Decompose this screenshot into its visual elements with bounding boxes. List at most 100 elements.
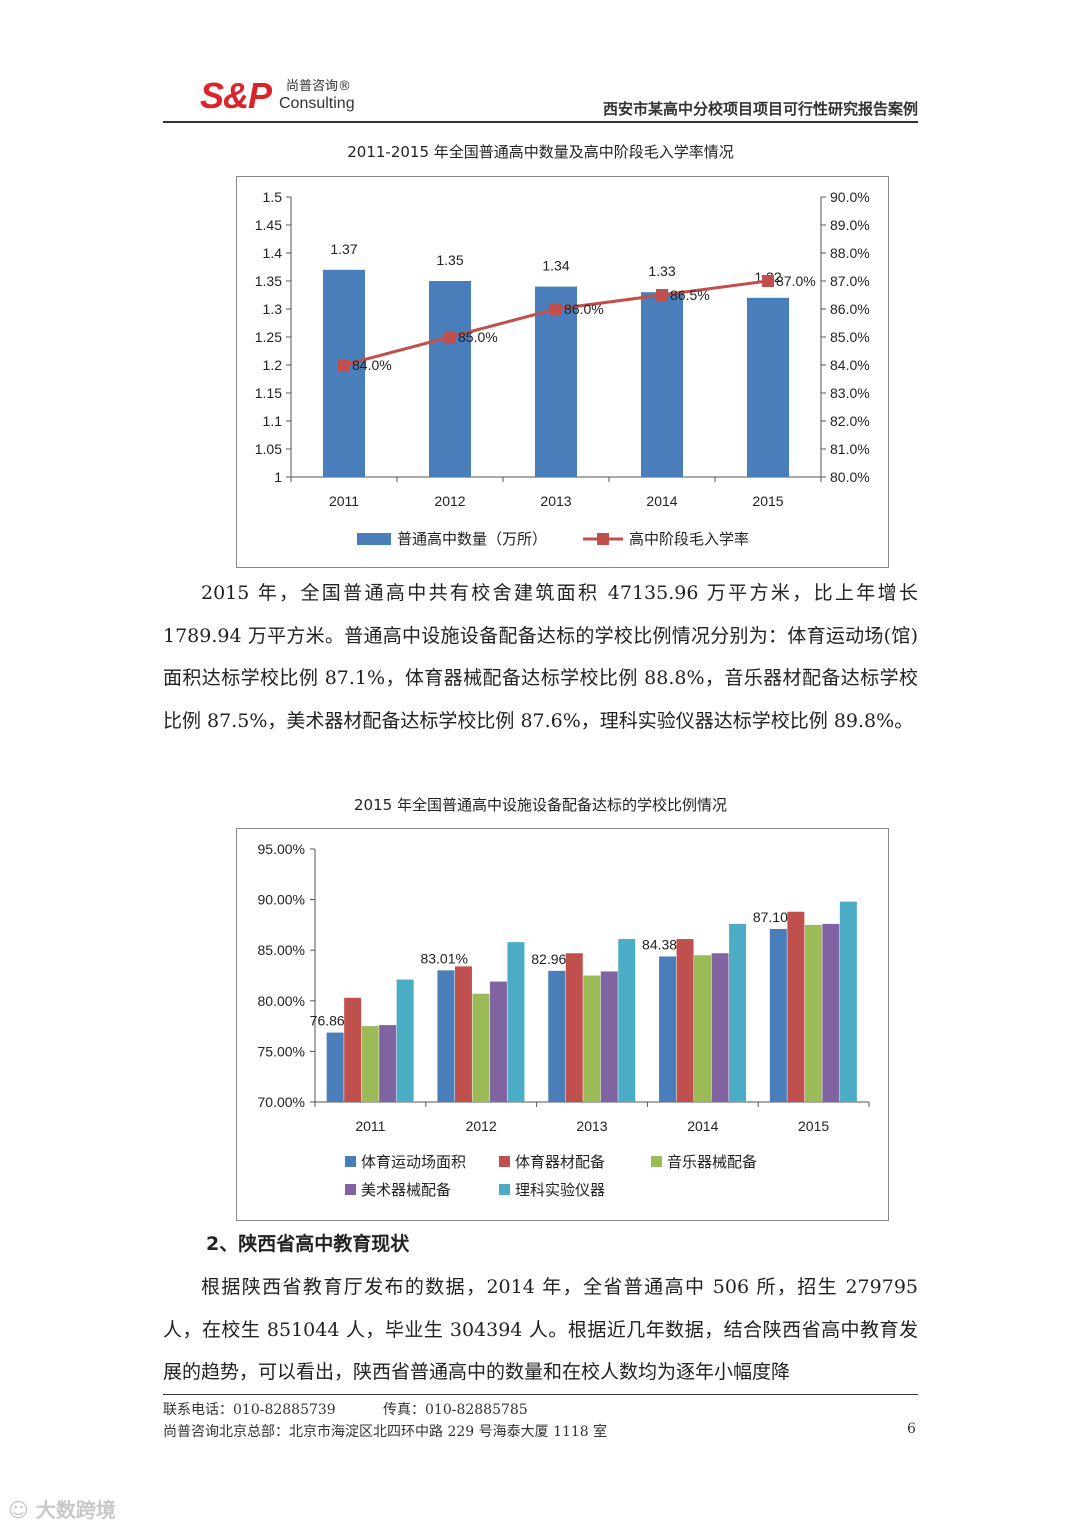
chart2-y-tick-label: 85.00% — [258, 942, 305, 958]
chart2-bar-5 — [396, 979, 414, 1102]
chart1-line-marker — [550, 303, 562, 315]
chart1-left-tick-label: 1.25 — [255, 329, 282, 345]
chart2-y-tick-label: 70.00% — [258, 1094, 305, 1110]
chart1-left-tick-label: 1.5 — [263, 189, 283, 205]
paragraph-1-text: 2015 年，全国普通高中共有校舍建筑面积 47135.96 万平方米，比上年增… — [163, 582, 918, 732]
chart1-legend-swatch-marker — [597, 533, 609, 545]
chart1-bar — [323, 269, 365, 477]
chart2-y-tick-label: 90.00% — [258, 892, 305, 908]
chart1-left-tick-label: 1.1 — [263, 413, 283, 429]
chart2-bar-3 — [694, 955, 712, 1102]
chart2-legend-label-3: 音乐器械配备 — [667, 1153, 757, 1171]
chart2-x-tick-label: 2012 — [466, 1118, 497, 1134]
chart2-bar-4 — [379, 1025, 397, 1102]
logo-mark: S&P — [200, 75, 272, 116]
chart1-legend-swatch-bar — [357, 533, 391, 545]
chart2-bar-4 — [489, 981, 507, 1102]
chart1-right-tick-label: 88.0% — [830, 245, 870, 261]
chart1-title: 2011-2015 年全国普通高中数量及高中阶段毛入学率情况 — [347, 143, 734, 161]
chart1-legend-label-bar: 普通高中数量（万所） — [397, 530, 547, 548]
chart2-y-tick-label: 80.00% — [258, 993, 305, 1009]
chart2-legend-swatch-5 — [499, 1184, 510, 1195]
chart2-x-tick-label: 2013 — [576, 1118, 607, 1134]
chart1-line-marker — [338, 359, 350, 371]
chart2-svg: 95.00% 90.00% 85.00% 80.00% 75.00% 70.00% 2011… — [258, 841, 870, 1199]
chart2-bar-1 — [659, 956, 677, 1102]
chart2-x-tick-label: 2011 — [355, 1118, 385, 1134]
header-divider — [163, 121, 918, 123]
chart1-line-marker — [656, 289, 668, 301]
chart1-right-tick-label: 87.0% — [830, 273, 870, 289]
chart1-bar-label: 1.35 — [436, 252, 463, 268]
chart2-box: 95.00% 90.00% 85.00% 80.00% 75.00% 70.00% 2011… — [236, 828, 889, 1221]
chart2-legend-label-1: 体育运动场面积 — [361, 1153, 466, 1171]
chart2-y-tick-label: 95.00% — [258, 841, 305, 857]
chart2-bar-2 — [454, 966, 472, 1102]
chart1-bar-label: 1.34 — [542, 258, 569, 274]
chart1-left-tick-label: 1.05 — [255, 441, 282, 457]
chart1-line-label: 86.0% — [564, 301, 604, 317]
chart2-bar-4 — [600, 971, 618, 1102]
chart2-legend-swatch-2 — [499, 1156, 510, 1167]
footer-fax: 传真：010-82885785 — [383, 1402, 528, 1418]
chart1-bar-label: 1.33 — [648, 263, 675, 279]
chart1-bar — [747, 297, 789, 477]
chart2-legend-swatch-3 — [651, 1156, 662, 1167]
chart1-x-tick-label: 2015 — [752, 493, 783, 509]
chart2-bar-2 — [787, 911, 805, 1102]
section-heading: 2、陕西省高中教育现状 — [206, 1233, 410, 1255]
chart1-bar — [535, 286, 577, 477]
chart1-left-tick-label: 1.15 — [255, 385, 282, 401]
chart1-left-tick-label: 1.2 — [263, 357, 283, 373]
chart1-box: 1.5 90.0% 1.45 89.0% 1.4 88.0% 1.35 87.0% 1.3 86.… — [236, 176, 889, 568]
chart1-legend-label-line: 高中阶段毛入学率 — [629, 530, 749, 548]
paragraph-2-text: 根据陕西省教育厅发布的数据，2014 年，全省普通高中 506 所，招生 279… — [163, 1276, 918, 1383]
chart2-legend-swatch-1 — [345, 1156, 356, 1167]
chart1-x-tick-label: 2011 — [329, 493, 359, 509]
chart1-right-tick-label: 90.0% — [830, 189, 870, 205]
chart2-x-tick-label: 2015 — [798, 1118, 829, 1134]
chart2-bar-1 — [326, 1032, 344, 1102]
chart2-bar-5 — [618, 939, 636, 1102]
chart2-bar-2 — [565, 953, 583, 1102]
chart1-left-tick-label: 1.4 — [263, 245, 283, 261]
chart2-bar-4 — [822, 923, 840, 1102]
chart1-right-tick-label: 83.0% — [830, 385, 870, 401]
chart2-legend-label-2: 体育器材配备 — [515, 1153, 605, 1171]
chart1-left-tick-label: 1.35 — [255, 273, 282, 289]
chart2-bar-2 — [344, 997, 362, 1102]
footer-phone: 联系电话：010-82885739 — [163, 1402, 336, 1418]
chart2-bar-3 — [583, 975, 601, 1102]
chart2-y-tick-label: 75.00% — [258, 1043, 305, 1059]
chart2-bar-1 — [437, 970, 455, 1102]
chart2-bar-1 — [769, 928, 787, 1102]
chart1-left-tick-label: 1.45 — [255, 217, 282, 233]
chart1-svg: 1.5 90.0% 1.45 89.0% 1.4 88.0% 1.35 87.0% 1.3 86.… — [255, 189, 870, 548]
chart1-right-tick-label: 85.0% — [830, 329, 870, 345]
chart1-left-tick-label: 1.3 — [263, 301, 283, 317]
chart2-bar-5 — [729, 923, 747, 1102]
chart1-line-label: 87.0% — [776, 273, 816, 289]
chart1-right-tick-label: 81.0% — [830, 441, 870, 457]
chart2-bar-5 — [839, 901, 857, 1102]
footer-address: 尚普咨询北京总部：北京市海淀区北四环中路 229 号海泰大厦 1118 室 — [163, 1424, 608, 1440]
chart1-bar — [429, 281, 471, 477]
footer-divider — [163, 1394, 918, 1395]
watermark-icon: ☺ — [8, 1498, 29, 1522]
paragraph-1: 2015 年，全国普通高中共有校舍建筑面积 47135.96 万平方米，比上年增… — [163, 572, 918, 742]
chart1-x-tick-label: 2013 — [540, 493, 571, 509]
chart2-x-tick-label: 2014 — [687, 1118, 718, 1134]
chart2-bar-4 — [711, 953, 729, 1102]
chart2-bar-2 — [676, 939, 694, 1102]
chart1-line-marker — [444, 331, 456, 343]
chart1-line-label: 84.0% — [352, 357, 392, 373]
chart1-x-tick-label: 2012 — [434, 493, 465, 509]
chart1-bar-label: 1.37 — [330, 241, 357, 257]
chart2-bar-3 — [472, 993, 490, 1102]
logo-english-name: Consulting — [279, 95, 355, 112]
chart2-bar-1 — [548, 970, 566, 1102]
chart2-bar-3 — [804, 924, 822, 1102]
watermark-text: 大数跨境 — [35, 1498, 116, 1522]
chart1-left-tick-label: 1 — [274, 469, 282, 485]
document-title: 西安市某高中分校项目项目可行性研究报告案例 — [602, 100, 918, 118]
